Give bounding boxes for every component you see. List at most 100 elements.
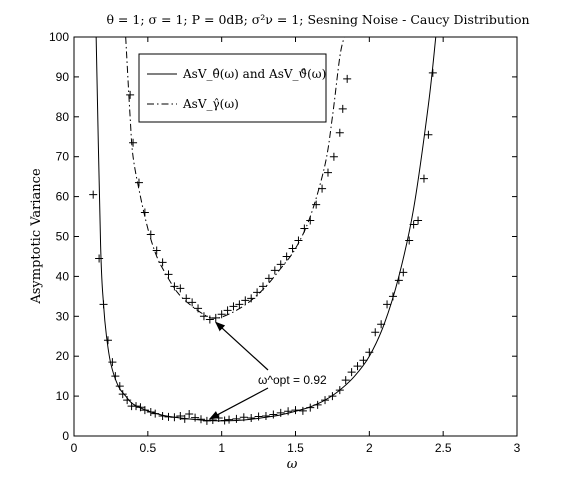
data-point-marker bbox=[329, 152, 338, 161]
data-point-marker bbox=[132, 402, 141, 411]
data-point-marker bbox=[185, 410, 194, 419]
series-line-2 bbox=[125, 37, 345, 319]
data-point-marker bbox=[191, 413, 200, 422]
data-point-marker bbox=[199, 312, 208, 321]
data-point-marker bbox=[99, 300, 108, 309]
y-tick-label: 40 bbox=[56, 269, 70, 283]
data-point-marker bbox=[259, 282, 268, 291]
annotation-text: ω^opt = 0.92 bbox=[258, 373, 327, 387]
x-tick-label: 3 bbox=[514, 441, 521, 455]
x-axis-label: ω bbox=[287, 457, 298, 472]
x-tick-label: 1 bbox=[218, 441, 225, 455]
data-point-marker bbox=[341, 376, 350, 385]
data-point-marker bbox=[282, 252, 291, 261]
data-point-marker bbox=[129, 138, 138, 147]
y-tick-label: 50 bbox=[56, 230, 70, 244]
data-point-marker bbox=[241, 296, 250, 305]
data-point-marker bbox=[323, 168, 332, 177]
legend-label-2: AsV_γ̂(ω) bbox=[182, 97, 239, 111]
data-point-marker bbox=[365, 348, 374, 357]
data-point-marker bbox=[313, 400, 322, 409]
legend-box bbox=[138, 53, 327, 123]
data-point-marker bbox=[264, 274, 273, 283]
y-tick-label: 10 bbox=[56, 389, 70, 403]
data-point-marker bbox=[254, 412, 263, 421]
data-point-marker bbox=[115, 382, 124, 391]
data-point-marker bbox=[294, 236, 303, 245]
data-point-marker bbox=[225, 415, 234, 424]
data-point-marker bbox=[140, 406, 149, 415]
y-tick-label: 100 bbox=[49, 30, 69, 44]
data-point-marker bbox=[134, 178, 143, 187]
data-point-marker bbox=[146, 230, 155, 239]
data-point-marker bbox=[247, 294, 256, 303]
x-axis: 0 0.5 1 1.5 2 2.5 3 bbox=[71, 37, 521, 455]
data-point-marker bbox=[170, 413, 179, 422]
data-point-marker bbox=[188, 298, 197, 307]
data-point-marker bbox=[353, 362, 362, 371]
data-point-marker bbox=[140, 208, 149, 217]
data-point-marker bbox=[220, 416, 229, 425]
data-point-marker bbox=[239, 413, 248, 422]
data-point-marker bbox=[180, 414, 189, 423]
data-point-marker bbox=[291, 406, 300, 415]
data-point-marker bbox=[276, 260, 285, 269]
data-point-marker bbox=[306, 403, 315, 412]
y-tick-label: 90 bbox=[56, 70, 70, 84]
data-point-marker bbox=[170, 282, 179, 291]
annotation-arrow-1 bbox=[215, 321, 269, 371]
data-point-marker bbox=[253, 288, 262, 297]
data-point-marker bbox=[424, 130, 433, 139]
data-point-marker bbox=[371, 328, 380, 337]
annotation: ω^opt = 0.92 bbox=[208, 321, 327, 420]
data-point-marker bbox=[321, 396, 330, 405]
data-point-marker bbox=[232, 414, 241, 423]
data-point-marker bbox=[284, 407, 293, 416]
data-point-marker bbox=[383, 300, 392, 309]
data-point-marker bbox=[217, 310, 226, 319]
data-point-marker bbox=[95, 254, 104, 263]
data-point-marker bbox=[126, 90, 135, 99]
data-point-marker bbox=[298, 406, 307, 415]
data-point-marker bbox=[136, 403, 145, 412]
marker-layer bbox=[89, 68, 437, 425]
y-tick-label: 0 bbox=[62, 429, 69, 443]
data-point-marker bbox=[182, 294, 191, 303]
data-point-marker bbox=[164, 270, 173, 279]
data-point-marker bbox=[205, 315, 214, 324]
data-point-marker bbox=[202, 416, 211, 425]
data-point-marker bbox=[196, 415, 205, 424]
data-point-marker bbox=[158, 412, 167, 421]
data-point-marker bbox=[270, 266, 279, 275]
data-point-marker bbox=[288, 244, 297, 253]
annotation-arrow-2 bbox=[208, 387, 269, 420]
data-point-marker bbox=[409, 220, 418, 229]
data-point-marker bbox=[151, 409, 160, 418]
y-tick-label: 30 bbox=[56, 309, 70, 323]
y-tick-label: 80 bbox=[56, 110, 70, 124]
x-tick-label: 1.5 bbox=[287, 441, 304, 455]
data-point-marker bbox=[176, 412, 185, 421]
data-point-marker bbox=[276, 408, 285, 417]
data-point-marker bbox=[229, 302, 238, 311]
data-point-marker bbox=[211, 313, 220, 322]
x-tick-label: 0 bbox=[71, 441, 78, 455]
y-tick-label: 70 bbox=[56, 150, 70, 164]
data-point-marker bbox=[399, 268, 408, 277]
x-tick-label: 0.5 bbox=[139, 441, 156, 455]
data-point-marker bbox=[235, 300, 244, 309]
data-point-marker bbox=[335, 386, 344, 395]
data-point-marker bbox=[338, 104, 347, 113]
data-point-marker bbox=[269, 410, 278, 419]
data-point-marker bbox=[261, 412, 270, 421]
data-point-marker bbox=[343, 74, 352, 83]
data-point-marker bbox=[176, 284, 185, 293]
data-point-marker bbox=[146, 408, 155, 417]
data-point-marker bbox=[405, 236, 414, 245]
chart-title: θ = 1; σ = 1; P = 0dB; σ²ν = 1; Sesning … bbox=[106, 12, 529, 27]
data-point-marker bbox=[347, 368, 356, 377]
data-point-marker bbox=[158, 258, 167, 267]
data-point-marker bbox=[118, 390, 127, 399]
y-tick-label: 20 bbox=[56, 349, 70, 363]
